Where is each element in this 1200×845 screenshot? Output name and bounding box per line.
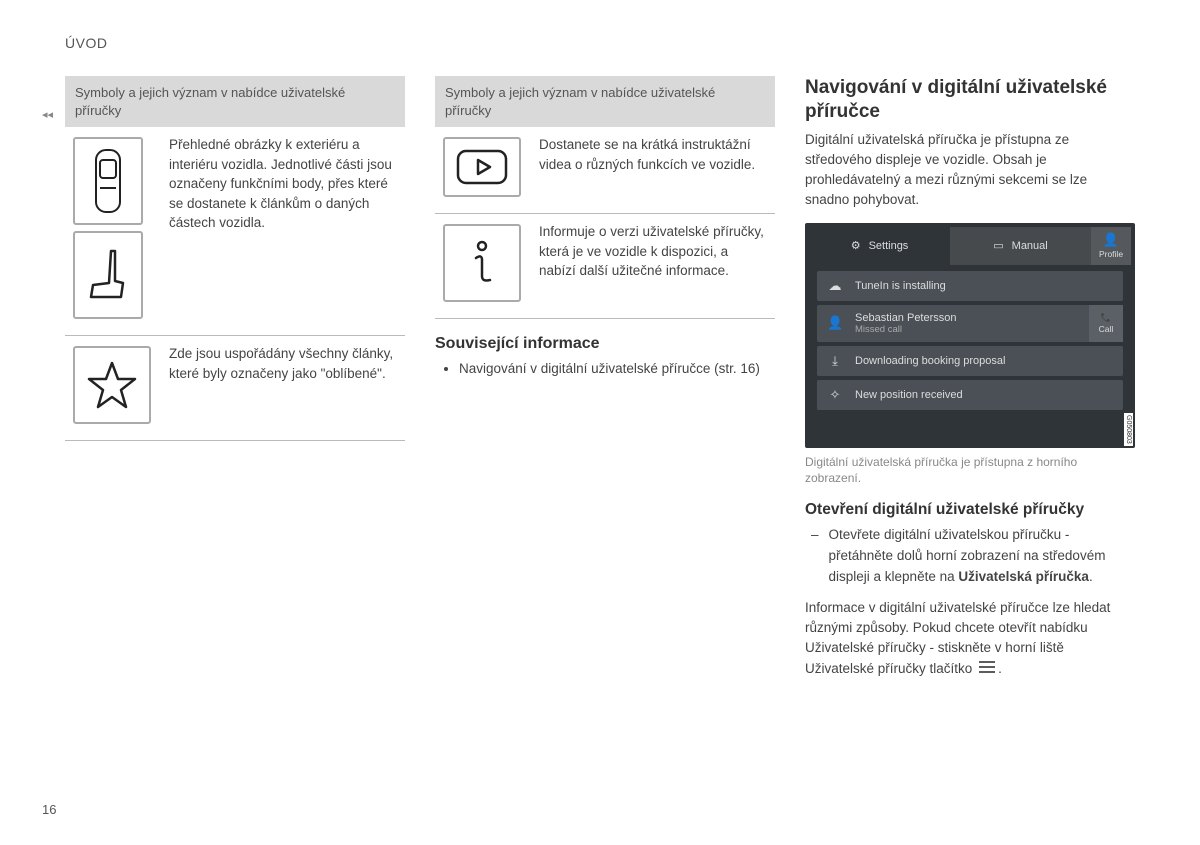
compass-icon: ✧ bbox=[827, 387, 843, 403]
row-text: Dostanete se na krátká instruktážní vide… bbox=[529, 127, 775, 214]
gear-icon: ⚙ bbox=[851, 239, 861, 252]
star-icon bbox=[73, 346, 151, 424]
icon-cell-star bbox=[65, 336, 159, 441]
column-3: Navigování v digitální uživatelské příru… bbox=[805, 76, 1135, 691]
section-header: ÚVOD bbox=[65, 35, 1135, 51]
table-header: Symboly a jejich význam v nabídce uživat… bbox=[435, 76, 775, 127]
related-info-heading: Související informace bbox=[435, 335, 775, 353]
call-label: Call bbox=[1099, 324, 1114, 334]
related-item: Navigování v digitální uživatelské příru… bbox=[459, 359, 775, 379]
icon-cell-car-seat bbox=[65, 127, 159, 336]
notif-subtitle: Missed call bbox=[855, 324, 957, 335]
row-text: Informuje o verzi uživatelské příručky, … bbox=[529, 214, 775, 319]
call-button: 📞 Call bbox=[1089, 305, 1123, 342]
row-text: Přehledné obrázky k exteriéru a interiér… bbox=[159, 127, 405, 336]
cloud-icon: ☁ bbox=[827, 278, 843, 294]
text-post: . bbox=[998, 661, 1002, 676]
text-pre: Informace v digitální uživatelské příruč… bbox=[805, 600, 1110, 676]
hamburger-icon bbox=[978, 659, 996, 679]
tab-profile: 👤 Profile bbox=[1091, 227, 1131, 265]
nav-intro-text: Digitální uživatelská příručka je přístu… bbox=[805, 130, 1135, 211]
nav-title: Navigování v digitální uživatelské příru… bbox=[805, 76, 1135, 124]
screenshot-tabs: ⚙ Settings ▭ Manual 👤 Profile bbox=[809, 227, 1131, 265]
book-icon: ▭ bbox=[993, 239, 1003, 252]
list-item-text: Otevřete digitální uživatelskou příručku… bbox=[829, 525, 1135, 588]
page-number: 16 bbox=[42, 802, 56, 817]
notification-item: ⤓ Downloading booking proposal bbox=[817, 346, 1123, 376]
icon-cell-play bbox=[435, 127, 529, 214]
notification-item: ✧ New position received bbox=[817, 380, 1123, 410]
table-header: Symboly a jejich význam v nabídce uživat… bbox=[65, 76, 405, 127]
contact-icon: 👤 bbox=[827, 315, 843, 331]
notification-item: ☁ TuneIn is installing bbox=[817, 271, 1123, 301]
download-icon: ⤓ bbox=[827, 353, 843, 369]
list-item: – Otevřete digitální uživatelskou příruč… bbox=[805, 525, 1135, 588]
notif-title: New position received bbox=[855, 389, 963, 401]
open-manual-heading: Otevření digitální uživatelské příručky bbox=[805, 501, 1135, 519]
icon-cell-info bbox=[435, 214, 529, 319]
notif-title: Downloading booking proposal bbox=[855, 355, 1005, 367]
notif-title: TuneIn is installing bbox=[855, 280, 946, 292]
image-code: G050803 bbox=[1124, 413, 1133, 446]
column-2: Symboly a jejich význam v nabídce uživat… bbox=[435, 76, 775, 691]
dash-bullet: – bbox=[811, 525, 819, 588]
content-columns: Symboly a jejich význam v nabídce uživat… bbox=[65, 76, 1135, 691]
tab-label: Settings bbox=[869, 240, 909, 252]
notif-title: Sebastian Petersson bbox=[855, 312, 957, 324]
symbols-table-1: Symboly a jejich význam v nabídce uživat… bbox=[65, 76, 405, 441]
row-text: Zde jsou uspořádány všechny články, kter… bbox=[159, 336, 405, 441]
tab-label: Manual bbox=[1012, 240, 1048, 252]
play-icon bbox=[443, 137, 521, 197]
open-manual-list: – Otevřete digitální uživatelskou příruč… bbox=[805, 525, 1135, 588]
text-bold: Uživatelská příručka bbox=[958, 569, 1089, 584]
continue-marker-icon: ◂◂ bbox=[42, 108, 53, 121]
symbols-table-2: Symboly a jejich význam v nabídce uživat… bbox=[435, 76, 775, 319]
column-1: Symboly a jejich význam v nabídce uživat… bbox=[65, 76, 405, 691]
related-info-list: Navigování v digitální uživatelské příru… bbox=[459, 359, 775, 379]
notification-item: 👤 Sebastian Petersson Missed call 📞 Call bbox=[817, 305, 1123, 342]
tab-label: Profile bbox=[1099, 249, 1123, 259]
person-icon: 👤 bbox=[1103, 232, 1119, 248]
tab-settings: ⚙ Settings bbox=[809, 227, 950, 265]
tab-manual: ▭ Manual bbox=[950, 227, 1091, 265]
seat-icon bbox=[73, 231, 143, 319]
screenshot-caption: Digitální uživatelská příručka je přístu… bbox=[805, 454, 1135, 488]
notif-body: Sebastian Petersson Missed call bbox=[855, 312, 957, 335]
body-text-2: Informace v digitální uživatelské příruč… bbox=[805, 598, 1135, 679]
info-icon bbox=[443, 224, 521, 302]
notification-list: ☁ TuneIn is installing 👤 Sebastian Peter… bbox=[809, 265, 1131, 420]
phone-icon: 📞 bbox=[1101, 312, 1112, 323]
car-icon bbox=[73, 137, 143, 225]
display-screenshot: ⚙ Settings ▭ Manual 👤 Profile ☁ TuneIn i… bbox=[805, 223, 1135, 448]
